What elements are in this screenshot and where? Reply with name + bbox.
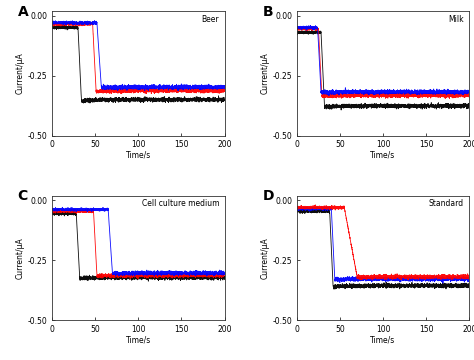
Text: A: A: [18, 5, 28, 19]
X-axis label: Time/s: Time/s: [371, 151, 396, 160]
Y-axis label: Current/μA: Current/μA: [261, 52, 270, 94]
Text: Milk: Milk: [448, 14, 464, 23]
Text: Beer: Beer: [202, 14, 219, 23]
Y-axis label: Current/μA: Current/μA: [16, 52, 25, 94]
Text: Standard: Standard: [429, 199, 464, 208]
Text: C: C: [18, 189, 28, 203]
Text: B: B: [263, 5, 273, 19]
Y-axis label: Current/μA: Current/μA: [16, 237, 25, 279]
Y-axis label: Current/μA: Current/μA: [261, 237, 270, 279]
X-axis label: Time/s: Time/s: [126, 151, 151, 160]
X-axis label: Time/s: Time/s: [371, 336, 396, 345]
Text: Cell culture medium: Cell culture medium: [142, 199, 219, 208]
X-axis label: Time/s: Time/s: [126, 336, 151, 345]
Text: D: D: [263, 189, 274, 203]
